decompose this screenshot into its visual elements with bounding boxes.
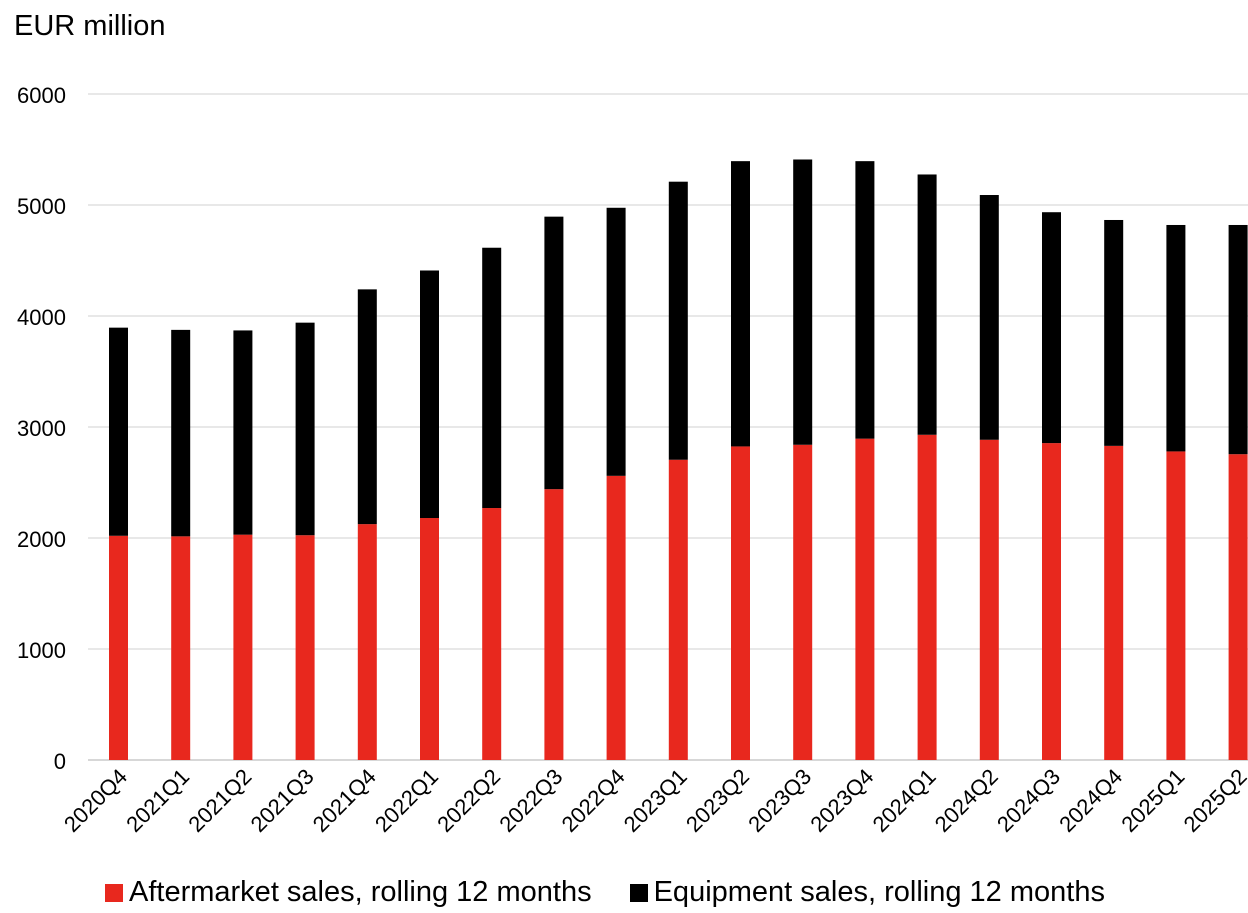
bar-aftermarket-2024Q1 [917, 434, 937, 760]
bar-equipment-2021Q4 [357, 289, 377, 525]
bar-aftermarket-2021Q1 [171, 536, 191, 760]
bar-equipment-2022Q1 [420, 270, 439, 519]
x-tick-label-2024Q1: 2024Q1 [868, 764, 941, 837]
legend-swatch-aftermarket [105, 883, 123, 902]
bar-aftermarket-2021Q3 [295, 535, 315, 760]
bar-aftermarket-2022Q2 [482, 508, 502, 760]
x-tick-label-2025Q2: 2025Q2 [1179, 764, 1248, 837]
bar-aftermarket-2025Q2 [1228, 454, 1248, 760]
x-tick-label-2022Q3: 2022Q3 [494, 764, 567, 837]
y-tick-label-0: 0 [54, 749, 66, 774]
x-tick-label-2022Q4: 2022Q4 [557, 764, 630, 837]
bar-equipment-2023Q4 [855, 161, 875, 439]
legend-item-aftermarket: Aftermarket sales, rolling 12 months [105, 876, 592, 909]
bar-equipment-2021Q2 [233, 330, 253, 535]
bar-aftermarket-2025Q1 [1166, 451, 1186, 760]
bar-equipment-2022Q2 [482, 247, 502, 509]
y-tick-label-1000: 1000 [17, 638, 66, 663]
bar-equipment-2025Q1 [1166, 224, 1186, 452]
bar-aftermarket-2023Q1 [668, 459, 688, 760]
bar-equipment-2024Q2 [979, 195, 999, 440]
bar-equipment-2024Q1 [917, 174, 937, 435]
bar-aftermarket-2022Q4 [606, 475, 626, 760]
x-tick-label-2024Q3: 2024Q3 [992, 764, 1065, 837]
x-tick-label-2023Q3: 2023Q3 [743, 764, 816, 837]
bar-equipment-2023Q1 [668, 181, 688, 460]
bar-equipment-2021Q3 [295, 322, 315, 536]
y-tick-label-4000: 4000 [17, 305, 66, 330]
bar-equipment-2025Q2 [1228, 224, 1248, 455]
x-tick-label-2024Q2: 2024Q2 [930, 764, 1003, 837]
x-tick-label-2021Q4: 2021Q4 [308, 764, 381, 837]
bar-equipment-2020Q4 [109, 327, 128, 536]
legend-label-aftermarket: Aftermarket sales, rolling 12 months [129, 876, 592, 908]
chart-legend: Aftermarket sales, rolling 12 months Equ… [105, 876, 1143, 909]
x-tick-label-2021Q1: 2021Q1 [121, 764, 194, 837]
y-tick-label-2000: 2000 [17, 527, 66, 552]
bar-aftermarket-2023Q3 [793, 444, 813, 760]
x-tick-label-2023Q1: 2023Q1 [619, 764, 692, 837]
x-tick-label-2022Q2: 2022Q2 [432, 764, 505, 837]
bar-aftermarket-2021Q4 [357, 524, 377, 760]
y-axis-unit-label: EUR million [14, 10, 166, 42]
bar-aftermarket-2024Q3 [1042, 443, 1061, 760]
bar-aftermarket-2021Q2 [233, 534, 253, 760]
bar-aftermarket-2024Q2 [979, 439, 999, 760]
bar-equipment-2022Q4 [606, 207, 626, 476]
x-tick-label-2021Q3: 2021Q3 [246, 764, 319, 837]
bar-equipment-2024Q4 [1104, 219, 1124, 446]
legend-swatch-equipment [629, 883, 648, 902]
x-tick-label-2022Q1: 2022Q1 [370, 764, 443, 837]
x-tick-label-2025Q1: 2025Q1 [1116, 764, 1189, 837]
bar-aftermarket-2023Q2 [731, 446, 750, 760]
bar-equipment-2021Q1 [171, 329, 191, 537]
legend-item-equipment: Equipment sales, rolling 12 months [629, 876, 1105, 909]
x-tick-label-2023Q2: 2023Q2 [681, 764, 754, 837]
bar-aftermarket-2024Q4 [1104, 445, 1124, 760]
y-tick-label-5000: 5000 [17, 194, 66, 219]
bar-equipment-2024Q3 [1042, 212, 1061, 444]
bar-aftermarket-2022Q1 [420, 518, 439, 760]
x-tick-label-2024Q4: 2024Q4 [1054, 764, 1127, 837]
bar-equipment-2022Q3 [544, 216, 564, 490]
legend-label-equipment: Equipment sales, rolling 12 months [653, 876, 1105, 908]
y-tick-label-6000: 6000 [17, 83, 66, 108]
x-tick-label-2021Q2: 2021Q2 [183, 764, 256, 837]
x-tick-label-2023Q4: 2023Q4 [805, 764, 878, 837]
bar-aftermarket-2023Q4 [855, 438, 875, 760]
x-tick-label-2020Q4: 2020Q4 [59, 764, 132, 837]
y-tick-label-3000: 3000 [17, 416, 66, 441]
bar-aftermarket-2022Q3 [544, 489, 564, 760]
bar-equipment-2023Q3 [793, 159, 813, 445]
bar-equipment-2023Q2 [731, 161, 750, 447]
bar-aftermarket-2020Q4 [109, 535, 128, 760]
